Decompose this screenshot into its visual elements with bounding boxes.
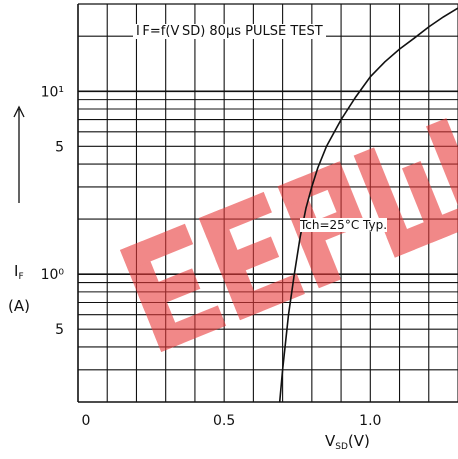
watermark-bar xyxy=(215,236,280,280)
watermark-bar xyxy=(231,273,305,321)
series-line xyxy=(278,7,458,403)
eepw-watermark xyxy=(120,118,458,352)
watermark-bar xyxy=(401,160,451,243)
watermark-bar xyxy=(120,223,194,271)
x-axis-label: VSD(V) xyxy=(325,432,370,452)
y-tick-label: 5 xyxy=(55,139,64,155)
series-point xyxy=(305,207,307,209)
watermark-bar xyxy=(425,118,458,229)
y-tick-label: 10⁰ xyxy=(41,267,65,283)
series-point xyxy=(355,96,357,98)
series-point xyxy=(311,186,313,188)
series-point xyxy=(369,76,371,78)
series-point xyxy=(282,369,284,371)
series-point xyxy=(287,314,290,316)
y-tick-label: 10¹ xyxy=(41,84,64,100)
series-point xyxy=(413,37,415,39)
y-axis-subscript: F xyxy=(18,272,24,282)
watermark-bar xyxy=(152,305,227,352)
series-point xyxy=(325,145,328,147)
watermark-letters xyxy=(120,118,458,352)
y-axis-label: IF xyxy=(14,262,24,282)
series-point xyxy=(293,273,295,275)
series-point xyxy=(299,236,301,238)
series-point xyxy=(317,167,319,169)
x-axis-subscript: SD xyxy=(335,442,348,452)
x-axis-symbol: V xyxy=(325,432,336,450)
temperature-annotation: Tch=25°C Typ. xyxy=(300,218,388,232)
x-tick-label: 0.5 xyxy=(213,413,235,429)
series-point xyxy=(398,48,401,50)
series-point xyxy=(442,16,444,18)
x-axis-unit: (V) xyxy=(347,432,370,450)
series-point xyxy=(384,61,386,63)
series-point xyxy=(340,118,342,121)
series-point xyxy=(428,26,430,28)
y-tick-label: 5 xyxy=(55,322,64,338)
y-axis-arrow-icon xyxy=(13,105,25,203)
series-curve-group xyxy=(278,7,458,403)
series-point xyxy=(279,401,281,403)
chart-grid: 0 0.5 1.0 5 10⁰ 5 10¹ xyxy=(41,3,458,429)
y-axis-unit: (A) xyxy=(8,297,30,315)
watermark-bar xyxy=(319,161,366,233)
chart-title: I F=f(V SD) 80µs PULSE TEST xyxy=(133,24,326,39)
x-tick-label: 1.0 xyxy=(359,413,381,429)
x-tick-label: 0 xyxy=(82,413,91,429)
watermark-bar xyxy=(136,268,201,312)
y-axis-symbol: I xyxy=(14,262,19,280)
watermark-bar xyxy=(198,191,272,239)
watermark-bar xyxy=(353,147,416,258)
